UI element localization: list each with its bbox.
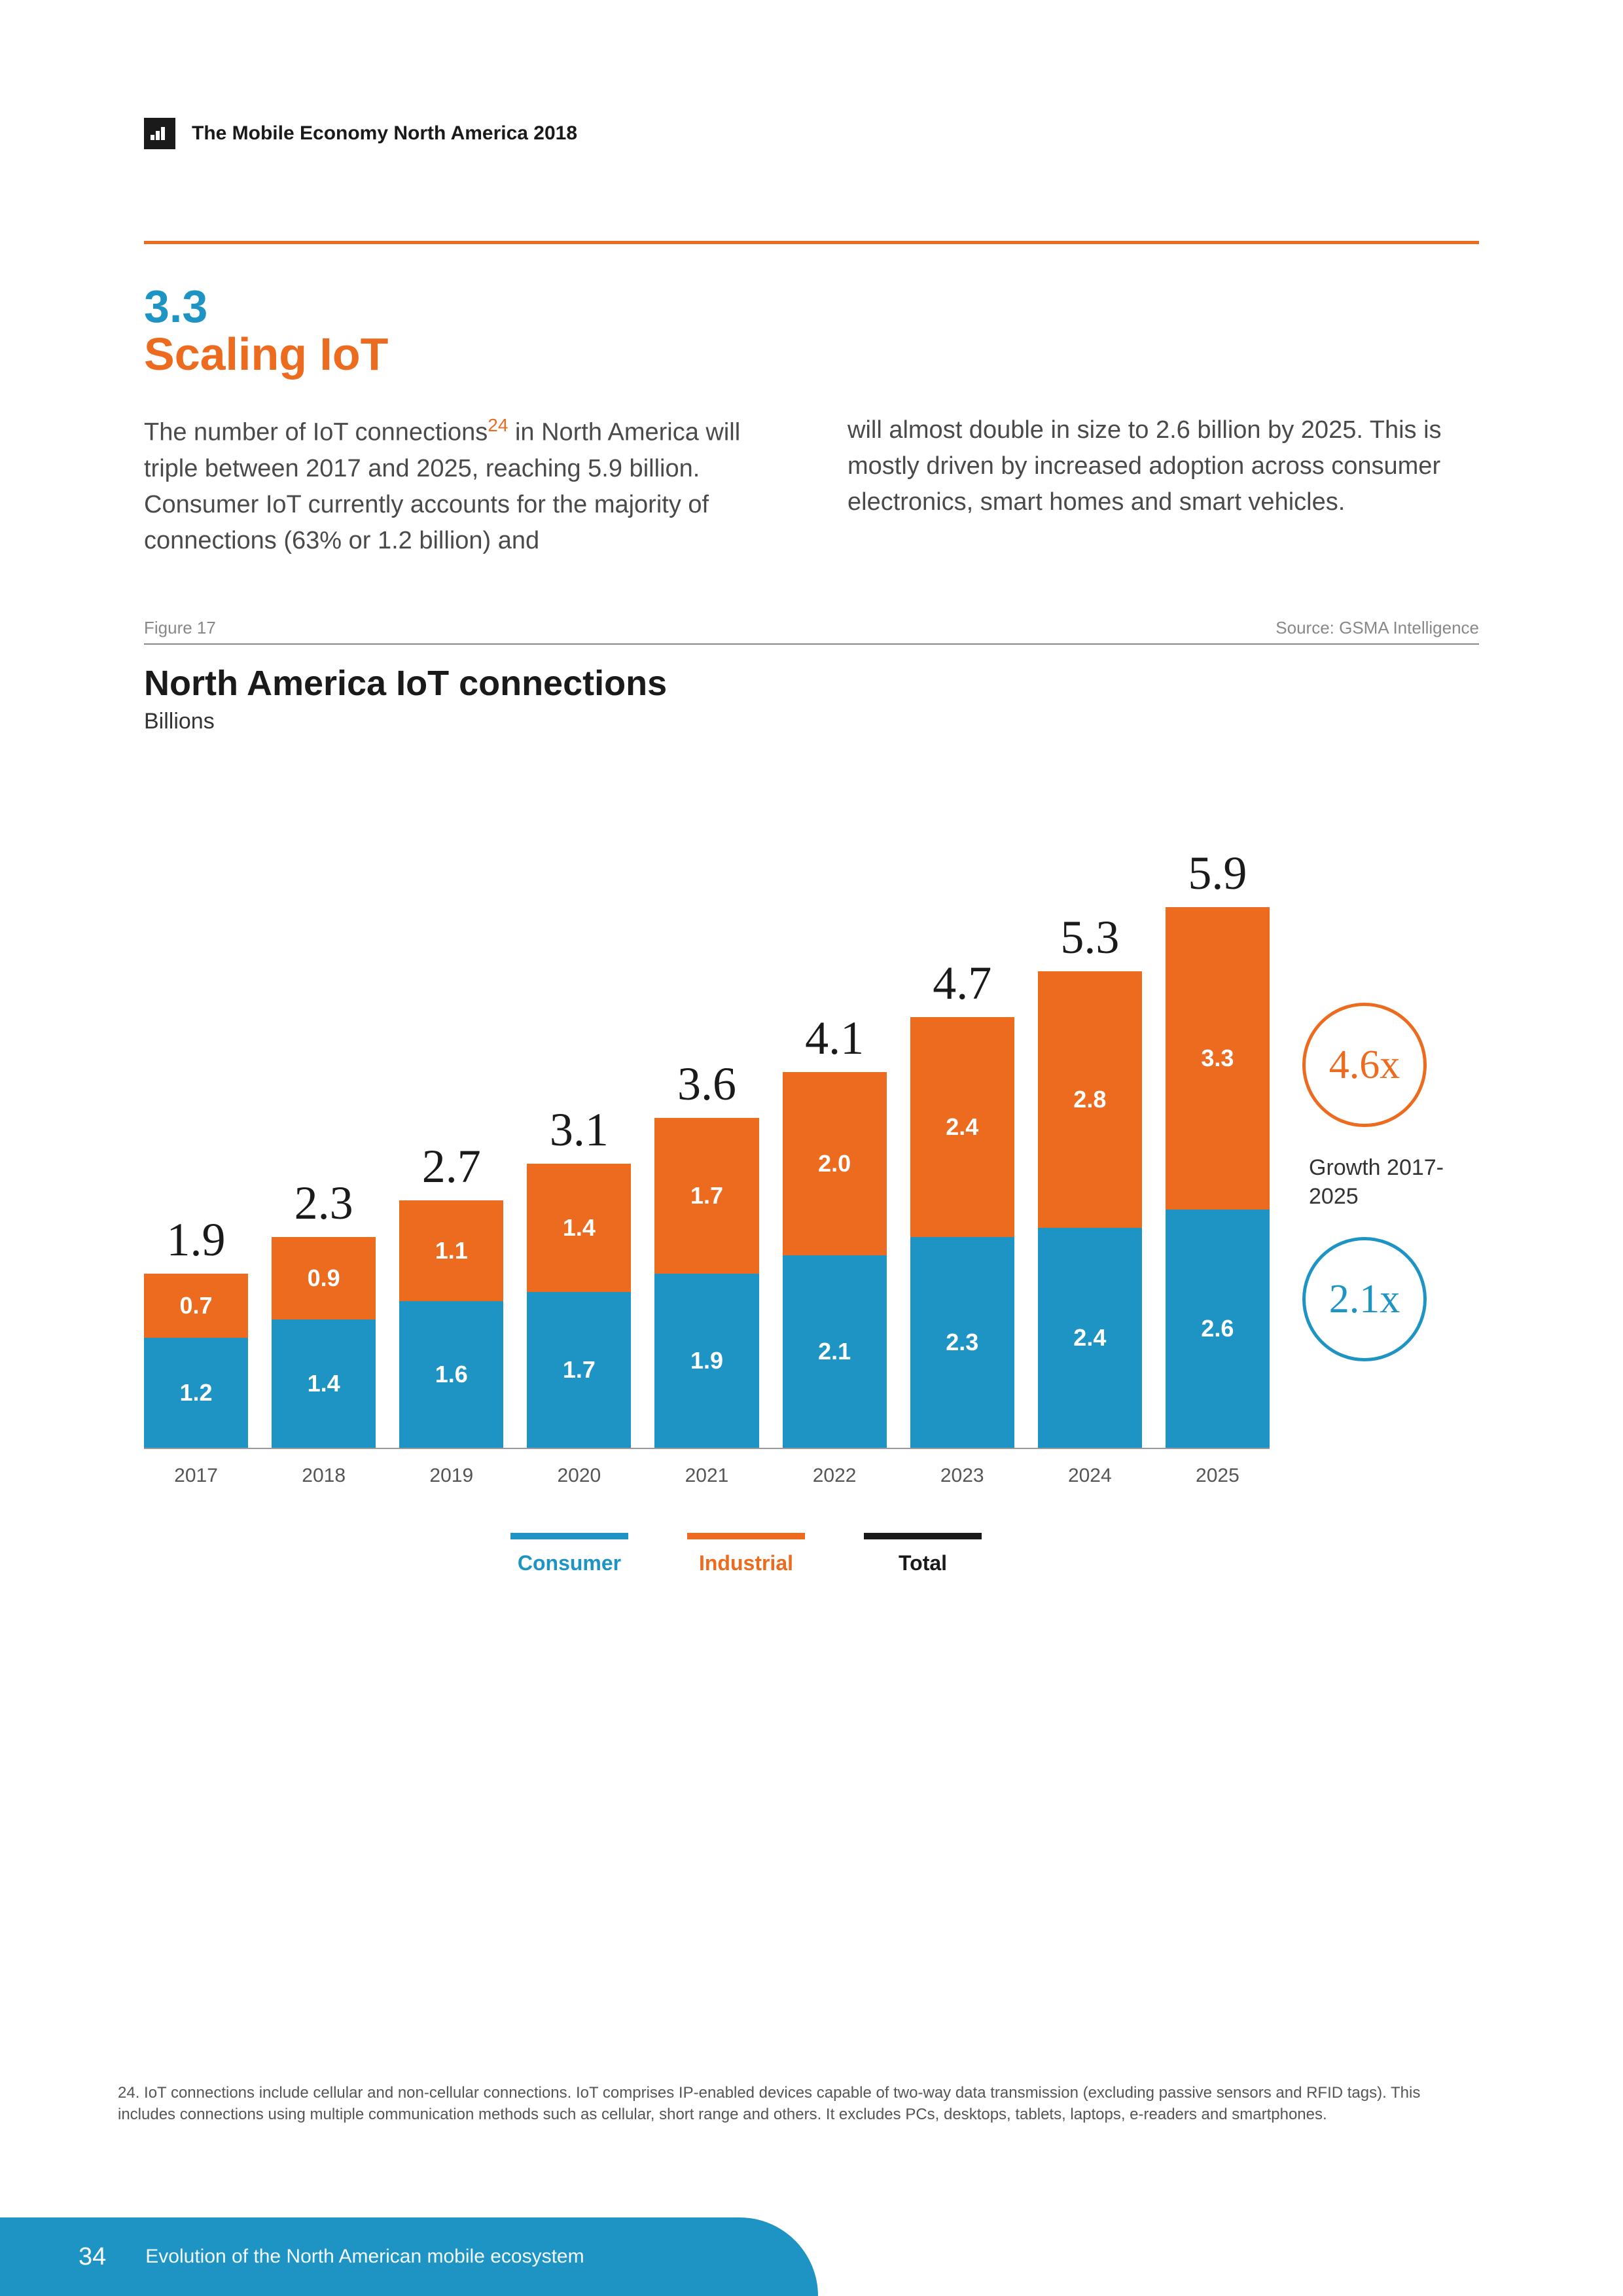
- bar-segment-consumer: 1.7: [527, 1292, 631, 1448]
- legend-industrial: Industrial: [687, 1533, 805, 1575]
- x-axis-label: 2020: [558, 1465, 601, 1487]
- bar-segment-consumer: 1.4: [272, 1319, 376, 1448]
- legend-label-total: Total: [864, 1551, 982, 1575]
- bar-segment-industrial: 2.0: [783, 1072, 887, 1255]
- bar-segment-industrial: 3.3: [1166, 907, 1270, 1210]
- legend-label-consumer: Consumer: [510, 1551, 628, 1575]
- legend-consumer: Consumer: [510, 1533, 628, 1575]
- footer: 34 Evolution of the North American mobil…: [0, 2217, 818, 2296]
- bar-segment-industrial: 2.8: [1038, 971, 1142, 1228]
- growth-label: Growth 2017-2025: [1309, 1153, 1472, 1211]
- logo-icon: [144, 118, 175, 149]
- bar-2022: 4.12.02.12022: [783, 1014, 887, 1448]
- bar-segment-consumer: 2.1: [783, 1255, 887, 1448]
- bar-total-label: 3.1: [550, 1106, 609, 1153]
- section-number: 3.3: [144, 283, 1479, 329]
- footer-text: Evolution of the North American mobile e…: [145, 2246, 584, 2268]
- x-axis-label: 2017: [174, 1465, 218, 1487]
- figure-label: Figure 17: [144, 618, 216, 638]
- bar-segment-consumer: 2.4: [1038, 1228, 1142, 1448]
- bar-total-label: 5.3: [1060, 914, 1119, 961]
- bar-2025: 5.93.32.62025: [1166, 850, 1270, 1448]
- bar-segment-industrial: 0.7: [144, 1274, 248, 1338]
- chart-subtitle: Billions: [144, 709, 1479, 734]
- bar-total-label: 5.9: [1188, 850, 1247, 897]
- page-number: 34: [79, 2243, 106, 2271]
- document-title: The Mobile Economy North America 2018: [192, 122, 577, 145]
- chart: 1.90.71.220172.30.91.420182.71.11.620193…: [144, 774, 1479, 1559]
- para-left-a: The number of IoT connections: [144, 419, 488, 446]
- bar-2024: 5.32.82.42024: [1038, 914, 1142, 1448]
- bar-segment-consumer: 1.2: [144, 1338, 248, 1448]
- header: The Mobile Economy North America 2018: [144, 118, 1479, 149]
- bar-total-label: 4.7: [933, 960, 991, 1007]
- body-right: will almost double in size to 2.6 billio…: [847, 412, 1479, 559]
- bar-2020: 3.11.41.72020: [527, 1106, 631, 1448]
- bar-segment-consumer: 1.6: [399, 1301, 503, 1448]
- section-rule: [144, 241, 1479, 244]
- x-axis-label: 2019: [429, 1465, 473, 1487]
- x-axis-label: 2025: [1196, 1465, 1240, 1487]
- legend-swatch-total: [864, 1533, 982, 1539]
- x-axis-label: 2023: [940, 1465, 984, 1487]
- growth-consumer-badge: 2.1x: [1302, 1237, 1427, 1361]
- legend: Consumer Industrial Total: [510, 1533, 982, 1575]
- bar-segment-consumer: 2.6: [1166, 1210, 1270, 1448]
- legend-total: Total: [864, 1533, 982, 1575]
- x-axis-label: 2022: [813, 1465, 857, 1487]
- section-title: Scaling IoT: [144, 329, 1479, 380]
- x-axis-label: 2018: [302, 1465, 346, 1487]
- x-axis-label: 2021: [685, 1465, 729, 1487]
- bar-2018: 2.30.91.42018: [272, 1179, 376, 1448]
- bar-2021: 3.61.71.92021: [654, 1060, 758, 1448]
- chart-baseline: [144, 1448, 1270, 1449]
- legend-label-industrial: Industrial: [687, 1551, 805, 1575]
- bar-segment-consumer: 2.3: [910, 1237, 1014, 1448]
- bar-total-label: 1.9: [167, 1216, 226, 1263]
- bar-2023: 4.72.42.32023: [910, 960, 1014, 1448]
- bar-total-label: 3.6: [677, 1060, 736, 1107]
- body-columns: The number of IoT connections24 in North…: [144, 412, 1479, 559]
- growth-badges: 4.6x Growth 2017-2025 2.1x: [1302, 1003, 1472, 1361]
- footnote-ref: 24: [488, 415, 508, 435]
- body-left: The number of IoT connections24 in North…: [144, 412, 776, 559]
- figure-source: Source: GSMA Intelligence: [1275, 618, 1479, 638]
- bar-total-label: 4.1: [805, 1014, 864, 1062]
- legend-swatch-consumer: [510, 1533, 628, 1539]
- growth-industrial-badge: 4.6x: [1302, 1003, 1427, 1127]
- footnote: 24. IoT connections include cellular and…: [118, 2082, 1479, 2126]
- bar-segment-industrial: 1.1: [399, 1200, 503, 1301]
- x-axis-label: 2024: [1068, 1465, 1112, 1487]
- bar-segment-industrial: 2.4: [910, 1017, 1014, 1237]
- legend-swatch-industrial: [687, 1533, 805, 1539]
- chart-title: North America IoT connections: [144, 663, 1479, 704]
- figure-meta: Figure 17 Source: GSMA Intelligence: [144, 618, 1479, 645]
- bar-2017: 1.90.71.22017: [144, 1216, 248, 1448]
- bar-segment-industrial: 1.7: [654, 1118, 758, 1274]
- bars-area: 1.90.71.220172.30.91.420182.71.11.620193…: [144, 774, 1270, 1448]
- bar-total-label: 2.7: [422, 1143, 481, 1190]
- bar-segment-industrial: 1.4: [527, 1164, 631, 1292]
- bar-segment-industrial: 0.9: [272, 1237, 376, 1319]
- bar-total-label: 2.3: [294, 1179, 353, 1227]
- bar-2019: 2.71.11.62019: [399, 1143, 503, 1448]
- bar-segment-consumer: 1.9: [654, 1274, 758, 1448]
